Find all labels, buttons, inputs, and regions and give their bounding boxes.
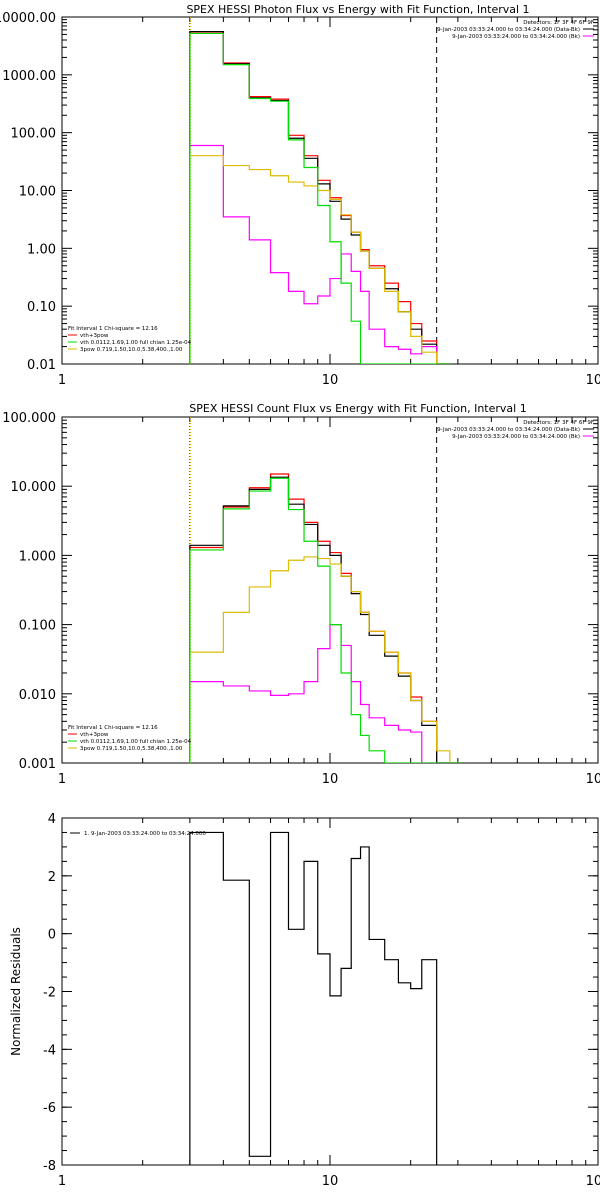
panel-2: SPEX HESSI Count Flux vs Energy with Fit… <box>2 402 600 787</box>
series-line-1 <box>189 473 462 763</box>
y-tick-label: 4 <box>48 812 56 827</box>
legend-entry-label: 9-Jan-2003 03:33:24.000 to 03:34:24.000 … <box>452 34 580 40</box>
y-tick-label: 1.000 <box>19 549 56 564</box>
x-axis: 1 10 100 <box>58 417 600 787</box>
x-tick-label: 100 <box>586 772 600 787</box>
x-tick-label: 100 <box>586 373 600 388</box>
fit-legend-entry-label: vth 0.0112,1.69,1.00 full chian 1.25e-04 <box>80 739 192 745</box>
plot-area <box>189 17 450 364</box>
series-line-4 <box>189 155 450 364</box>
fit-legend-entry-label: vth+3pow <box>80 333 109 339</box>
series-line-4 <box>189 556 462 763</box>
y-tick-label: 0 <box>48 928 56 943</box>
y-tick-label: -4 <box>43 1043 56 1058</box>
top-legend: Detectors: 1F 3F 4F 6F 9F9-Jan-2003 03:3… <box>437 420 594 440</box>
top-legend: Detectors: 1F 3F 4F 6F 9F9-Jan-2003 03:3… <box>437 20 594 40</box>
y-axis: 0.001 0.010 0.100 1.000 10.000 100.000 <box>2 411 598 772</box>
panel-3: 1 10 100 -8 -6 -4 -2 0 2 4 Normalized Residuals 1. … <box>9 812 600 1189</box>
y-tick-label: -2 <box>43 986 56 1001</box>
plot-area <box>189 831 438 1165</box>
legend-entry-label: 9-Jan-2003 03:33:24.000 to 03:34:24.000 … <box>452 434 580 440</box>
y-tick-label: 10.000 <box>11 480 57 495</box>
fit-legend: Fit Interval 1 Chi-square = 12.16vth+3po… <box>68 725 192 752</box>
x-tick-label: 1 <box>58 373 66 388</box>
x-tick-label: 10 <box>322 772 339 787</box>
y-tick-label: -8 <box>43 1159 56 1174</box>
x-tick-label: 1 <box>58 1174 66 1189</box>
y-tick-label: 0.100 <box>19 619 56 634</box>
y-tick-label: -6 <box>43 1101 56 1116</box>
residual-legend: 1. 9-Jan-2003 03:33:24.000 to 03:34:24.0… <box>70 831 206 837</box>
series-line-5 <box>189 477 462 763</box>
series-line-1 <box>189 831 438 1165</box>
fit-legend-header: Fit Interval 1 Chi-square = 12.16 <box>68 326 158 332</box>
series-line-3 <box>189 624 462 763</box>
fit-legend-entry-label: vth 0.0112,1.69,1.00 full chian 1.25e-04 <box>80 340 192 346</box>
legend-entry-label: 1. 9-Jan-2003 03:33:24.000 to 03:34:24.0… <box>84 831 206 837</box>
y-tick-label: 10.00 <box>19 185 56 200</box>
x-tick-label: 10 <box>322 373 339 388</box>
x-axis: 1 10 100 <box>58 17 600 388</box>
panel-1: SPEX HESSI Photon Flux vs Energy with Fi… <box>0 3 600 388</box>
legend-header: Detectors: 1F 3F 4F 6F 9F <box>523 420 594 426</box>
legend-entry-label: 9-Jan-2003 03:33:24.000 to 03:34:24.000 … <box>437 427 580 433</box>
fit-legend-entry-label: vth+3pow <box>80 732 109 738</box>
series-line-5 <box>189 32 450 364</box>
y-tick-label: 1.00 <box>27 242 56 257</box>
y-tick-label: 2 <box>48 870 56 885</box>
y-tick-label: 0.01 <box>27 358 56 373</box>
y-axis: -8 -6 -4 -2 0 2 4 <box>43 812 598 1174</box>
chart-title: SPEX HESSI Photon Flux vs Energy with Fi… <box>186 3 529 16</box>
x-tick-label: 100 <box>586 1174 600 1189</box>
series-line-2 <box>189 476 462 763</box>
y-tick-label: 0.010 <box>19 688 56 703</box>
fit-legend-header: Fit Interval 1 Chi-square = 12.16 <box>68 725 158 731</box>
x-tick-label: 1 <box>58 772 66 787</box>
y-tick-label: 0.001 <box>19 757 56 772</box>
y-tick-label: 0.10 <box>27 300 56 315</box>
fit-legend: Fit Interval 1 Chi-square = 12.16vth+3po… <box>68 326 192 353</box>
y-tick-label: 10000.00 <box>0 11 56 26</box>
y-tick-label: 100.000 <box>2 411 56 426</box>
y-tick-label: 100.00 <box>11 127 57 142</box>
y-tick-label: 1000.00 <box>2 69 56 84</box>
plot-area <box>189 417 462 763</box>
x-tick-label: 10 <box>322 1174 339 1189</box>
legend-entry-label: 9-Jan-2003 03:33:24.000 to 03:34:24.000 … <box>437 27 580 33</box>
fit-legend-entry-label: 3pow 0.719,1.50,10.0,5.38,400.,1.00 <box>80 746 183 752</box>
x-axis: 1 10 100 <box>58 818 600 1189</box>
legend-header: Detectors: 1F 3F 4F 6F 9F <box>523 20 594 26</box>
y-axis-label: Normalized Residuals <box>9 927 23 1056</box>
fit-legend-entry-label: 3pow 0.719,1.50,10.0,5.38,400.,1.00 <box>80 347 183 353</box>
chart-title: SPEX HESSI Count Flux vs Energy with Fit… <box>189 402 526 415</box>
y-axis: 0.01 0.10 1.00 10.00 100.00 1000.00 10000.00 <box>0 11 598 373</box>
